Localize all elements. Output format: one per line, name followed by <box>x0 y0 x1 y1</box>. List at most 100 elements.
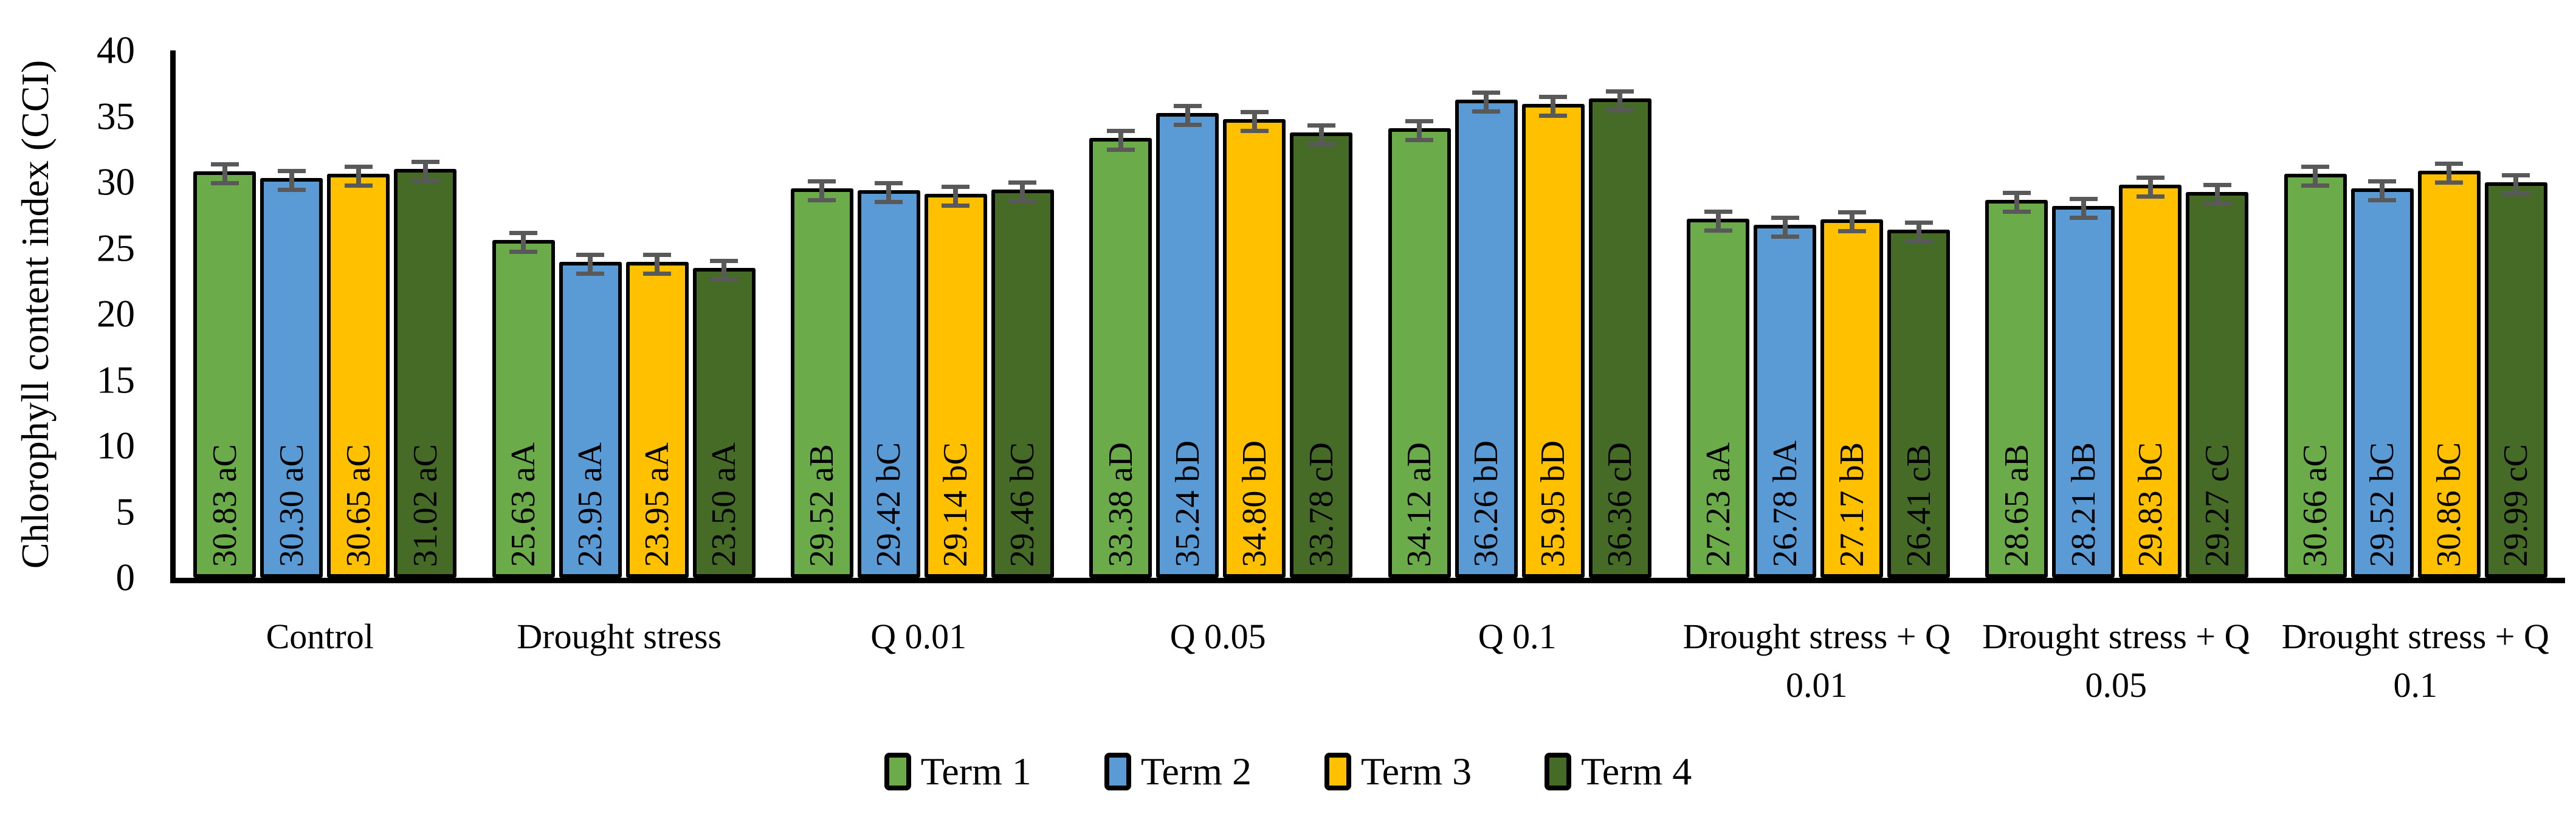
error-bar-stem <box>2147 180 2153 194</box>
error-bar <box>1173 104 1202 127</box>
y-tick-label: 25 <box>97 227 135 269</box>
error-bar-cap <box>1307 123 1335 128</box>
error-bar-cap <box>411 179 439 183</box>
error-bar-cap <box>942 204 970 208</box>
error-bar-cap <box>1008 180 1037 185</box>
bar: 29.83 bC <box>2119 176 2182 578</box>
error-bar <box>277 169 306 192</box>
error-bar <box>2203 183 2231 206</box>
error-bar <box>1307 123 1335 146</box>
bar: 29.46 bC <box>991 180 1054 578</box>
error-bar-cap <box>643 272 672 276</box>
y-tick-label: 5 <box>115 490 136 533</box>
legend-item: Term 2 <box>1104 752 1252 791</box>
x-tick-label: Control <box>170 612 470 710</box>
error-bar-cap <box>1008 199 1037 204</box>
bar-group: 34.12 aD 36.26 bD 35.95 bD 36.36 cD <box>1371 50 1669 578</box>
bar-group: 30.83 aC 30.30 aC 30.65 aC 31.02 aC <box>176 50 474 578</box>
legend-label: Term 1 <box>920 750 1031 793</box>
bar: 34.80 bD <box>1223 110 1286 578</box>
error-bar <box>1539 95 1568 118</box>
error-bar-cap <box>1405 138 1434 142</box>
legend-item: Term 4 <box>1545 752 1692 791</box>
error-bar <box>710 259 739 282</box>
y-axis-tick-labels: 0 5 10 15 20 25 30 35 40 <box>0 31 136 597</box>
bar-group: 30.66 aC 29.52 bC 30.86 bC 29.99 cC <box>2267 50 2565 578</box>
error-bar-cap <box>2301 183 2330 188</box>
bar: 30.86 bC <box>2417 162 2481 578</box>
error-bar-stem <box>819 183 825 198</box>
bar: 28.65 aB <box>1985 191 2048 578</box>
error-bar-cap <box>344 165 373 169</box>
error-bar-stem <box>2313 169 2318 183</box>
error-bar-stem <box>2014 195 2019 210</box>
x-tick-label-line1: Drought stress <box>517 617 722 656</box>
error-bar-stem <box>1484 95 1489 109</box>
error-bar-cap <box>1606 89 1634 94</box>
error-bar-cap <box>2069 197 2098 201</box>
legend-swatch-icon <box>1324 753 1351 790</box>
error-bar-cap <box>2301 165 2330 169</box>
error-bar <box>2435 162 2464 185</box>
error-bar-cap <box>808 198 836 202</box>
x-tick-label-line1: Drought stress + Q <box>2281 617 2549 656</box>
error-bar <box>1106 129 1135 152</box>
error-bar-stem <box>721 263 727 278</box>
error-bar-stem <box>1020 185 1025 199</box>
error-bar-cap <box>710 259 739 263</box>
bar: 25.63 aA <box>492 231 555 578</box>
error-bar-stem <box>953 189 959 204</box>
error-bar <box>1837 210 1866 233</box>
error-bar <box>1008 180 1037 204</box>
error-bar-cap <box>2203 202 2231 206</box>
x-tick-label: Q 0.05 <box>1069 612 1368 710</box>
bar: 23.95 aA <box>625 253 689 578</box>
bar-value-label: 30.30 aC <box>272 444 311 567</box>
bar-value-label: 23.95 aA <box>638 442 677 567</box>
y-tick-label: 15 <box>97 358 135 401</box>
error-bar-stem <box>2447 166 2452 180</box>
bar-value-label: 29.46 bC <box>1004 442 1042 567</box>
error-bar <box>2002 191 2031 214</box>
error-bar-stem <box>1715 214 1721 228</box>
error-bar-cap <box>2368 179 2397 183</box>
error-bar-stem <box>1118 133 1123 148</box>
bar-groups-container: 30.83 aC 30.30 aC 30.65 aC 31.02 aC 25.63 aA… <box>176 50 2565 578</box>
error-bar-stem <box>289 173 294 188</box>
error-bar-cap <box>1606 108 1634 112</box>
bar: 35.95 bD <box>1521 95 1585 578</box>
x-tick-label-line1: Q 0.01 <box>870 617 967 656</box>
error-bar <box>210 162 239 185</box>
y-tick-label: 0 <box>115 556 136 599</box>
error-bar-cap <box>710 278 739 282</box>
bar: 33.38 aD <box>1089 129 1152 578</box>
error-bar-cap <box>1173 123 1202 127</box>
x-tick-label-line1: Q 0.1 <box>1478 617 1557 656</box>
bar-value-label: 33.38 aD <box>1101 442 1140 567</box>
error-bar <box>2502 173 2530 196</box>
error-bar-stem <box>222 166 227 181</box>
bar: 28.21 bB <box>2052 197 2115 578</box>
error-bar-stem <box>1617 94 1623 108</box>
x-tick-label: Drought stress <box>470 612 770 710</box>
error-bar-cap <box>1472 109 1501 114</box>
error-bar <box>1240 110 1269 133</box>
error-bar-cap <box>2368 198 2397 202</box>
bar: 30.66 aC <box>2284 165 2347 578</box>
bar: 29.14 bC <box>924 185 987 578</box>
error-bar-cap <box>2136 194 2164 199</box>
bar: 26.41 cB <box>1887 221 1951 578</box>
error-bar-stem <box>1916 225 1921 239</box>
bar-value-label: 29.99 cC <box>2497 444 2535 567</box>
legend-item: Term 1 <box>884 752 1031 791</box>
bar-value-label: 25.63 aA <box>505 442 543 567</box>
bar-value-label: 36.36 cD <box>1601 442 1639 567</box>
x-tick-label-line1: Drought stress + Q <box>1982 617 2250 656</box>
error-bar-cap <box>1307 142 1335 146</box>
error-bar-cap <box>2136 176 2164 180</box>
legend-swatch-icon <box>1104 753 1131 790</box>
bar-value-label: 29.42 bC <box>870 442 908 567</box>
error-bar-stem <box>655 257 660 272</box>
x-tick-label: Q 0.01 <box>769 612 1069 710</box>
bar: 27.23 aA <box>1687 210 1750 578</box>
